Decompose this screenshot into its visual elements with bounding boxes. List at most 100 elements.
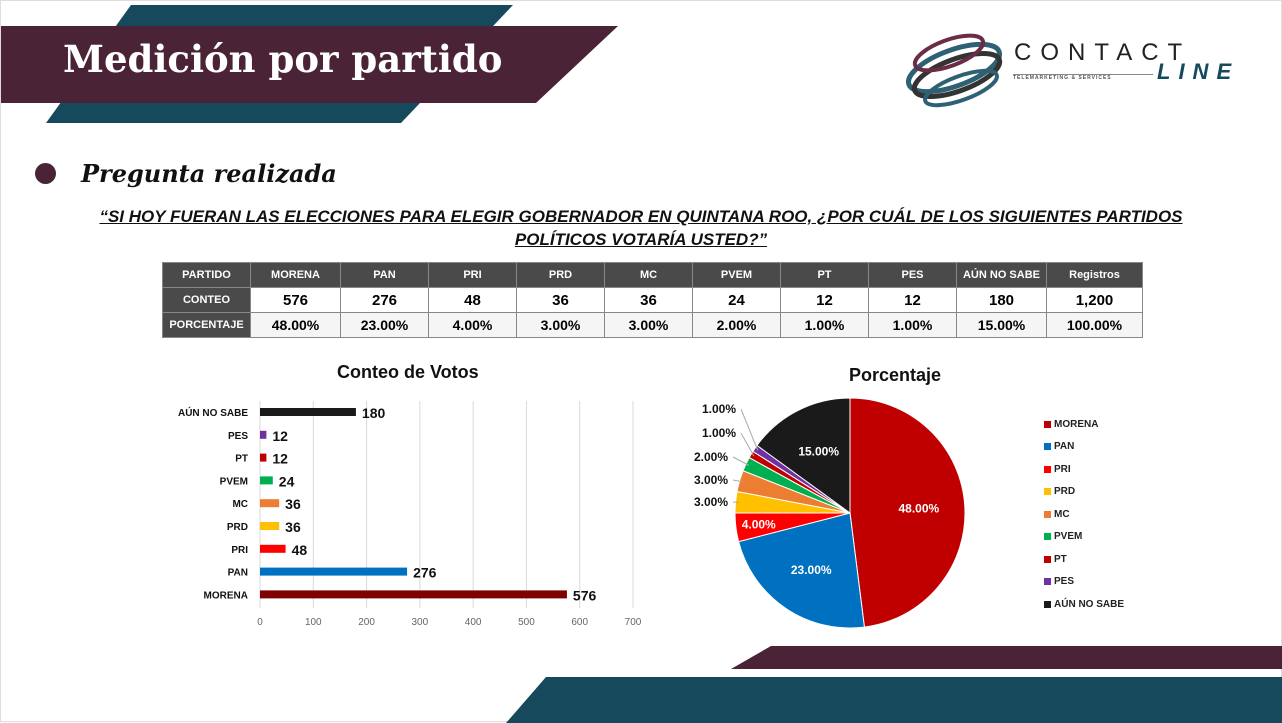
bar-pri: [260, 544, 286, 553]
leader-line: [740, 432, 755, 457]
table-row: CONTEO 576 276 48 36 36 24 12 12 180 1,200: [162, 287, 1143, 313]
legend-label: PRD: [1054, 486, 1076, 498]
legend-label: PVEM: [1054, 531, 1083, 543]
pie-chart-title: Porcentaje: [849, 365, 942, 385]
pie-data-label: 1.00%: [702, 402, 736, 416]
legend-label: PES: [1054, 576, 1075, 588]
column-header: AÚN NO SABE: [956, 262, 1047, 288]
legend-swatch: [1044, 600, 1051, 608]
table-cell: 23.00%: [340, 312, 429, 338]
x-tick-label: 0: [257, 617, 263, 628]
data-label: 576: [573, 587, 597, 603]
logo-brand2: LINE: [1157, 59, 1240, 84]
table-row: PORCENTAJE 48.00% 23.00% 4.00% 3.00% 3.00% 2.0…: [162, 312, 1143, 338]
legend-swatch: [1044, 555, 1051, 563]
globe-logo-icon: [905, 33, 1003, 108]
contact-line-logo: CONTACT LINE TELEMARKETING & SERVICES: [899, 23, 1239, 115]
data-label: 36: [285, 496, 301, 512]
pie-data-label: 1.00%: [702, 426, 736, 440]
logo-tagline: TELEMARKETING & SERVICES: [1013, 74, 1153, 81]
data-label: 276: [413, 565, 437, 581]
legend-item: AÚN NO SABE: [1044, 593, 1124, 616]
pie-data-label: 2.00%: [694, 450, 728, 464]
legend-item: PRD: [1044, 481, 1124, 504]
bar-mc: [260, 499, 280, 508]
pie-slice-pan: [738, 512, 865, 629]
table-cell: 4.00%: [428, 312, 517, 338]
legend-label: MORENA: [1054, 418, 1099, 430]
legend-swatch: [1044, 578, 1051, 586]
legend-item: PT: [1044, 548, 1124, 571]
x-tick-label: 600: [571, 617, 588, 628]
row-label: CONTEO: [162, 287, 251, 313]
table-cell: 276: [340, 287, 429, 313]
bar-pt: [260, 453, 267, 462]
legend-item: MORENA: [1044, 413, 1124, 436]
bar-pes: [260, 430, 267, 439]
table-cell: 12: [868, 287, 957, 313]
row-label: PORCENTAJE: [162, 312, 251, 338]
table-cell: 1.00%: [780, 312, 869, 338]
legend-swatch: [1044, 533, 1051, 541]
column-header: PAN: [340, 262, 429, 288]
table-cell: 1.00%: [868, 312, 957, 338]
data-label: 12: [272, 451, 288, 467]
column-header: PRI: [428, 262, 517, 288]
table-header-row: PARTIDO MORENA PAN PRI PRD MC PVEM PT PES AÚN NO …: [162, 262, 1143, 288]
x-tick-label: 200: [358, 617, 375, 628]
x-tick-label: 100: [305, 617, 322, 628]
y-tick-label: PT: [235, 454, 248, 465]
data-label: 24: [279, 473, 295, 489]
y-tick-label: PAN: [228, 568, 248, 579]
table-cell: 15.00%: [956, 312, 1047, 338]
legend-item: PAN: [1044, 436, 1124, 459]
legend-swatch: [1044, 420, 1051, 428]
legend-swatch: [1044, 443, 1051, 451]
page-title: Medición por partido: [63, 37, 503, 81]
data-label: 12: [272, 428, 288, 444]
section-heading: Pregunta realizada: [81, 159, 337, 188]
table-cell: 180: [956, 287, 1047, 313]
survey-question: “SI HOY FUERAN LAS ELECCIONES PARA ELEGI…: [99, 207, 1183, 249]
legend-swatch: [1044, 465, 1051, 473]
data-label: 36: [285, 519, 301, 535]
pie-chart: 48.00% 23.00% 4.00% 3.00% 3.00% 2.00% 1.00% 1.0…: [694, 397, 966, 629]
legend-item: PES: [1044, 571, 1124, 594]
bullet-icon: [35, 163, 56, 184]
legend-item: MC: [1044, 503, 1124, 526]
data-label: 180: [362, 405, 386, 421]
y-tick-label: PVEM: [220, 476, 248, 487]
column-header: MC: [604, 262, 693, 288]
column-header: PARTIDO: [162, 262, 251, 288]
leader-line: [732, 501, 739, 504]
table-cell: 48.00%: [250, 312, 341, 338]
table-cell: 2.00%: [692, 312, 781, 338]
pie-slice-aún-no-sabe: [756, 397, 851, 514]
table-cell: 48: [428, 287, 517, 313]
x-tick-label: 700: [625, 617, 642, 628]
table-cell: 100.00%: [1046, 312, 1143, 338]
legend-label: PT: [1054, 553, 1067, 565]
pie-data-label: 48.00%: [899, 502, 940, 516]
table-cell: 12: [780, 287, 869, 313]
bar-pvem: [260, 476, 273, 485]
column-header: PES: [868, 262, 957, 288]
pie-data-label: 23.00%: [791, 563, 832, 577]
pie-data-label: 15.00%: [798, 445, 839, 459]
leader-line: [740, 408, 759, 451]
logo-brand: CONTACT: [1014, 39, 1192, 66]
column-header: MORENA: [250, 262, 341, 288]
legend-swatch: [1044, 488, 1051, 496]
table-cell: 576: [250, 287, 341, 313]
x-tick-label: 400: [465, 617, 482, 628]
y-tick-label: PRD: [227, 522, 248, 533]
legend-label: PRI: [1054, 463, 1071, 475]
column-header: Registros: [1046, 262, 1143, 288]
y-tick-label: PRI: [231, 545, 248, 556]
pie-data-label: 3.00%: [694, 473, 728, 487]
column-header: PT: [780, 262, 869, 288]
data-label: 48: [292, 542, 308, 558]
pie-data-label: 3.00%: [694, 495, 728, 509]
results-table: PARTIDO MORENA PAN PRI PRD MC PVEM PT PES AÚN NO …: [162, 262, 1143, 338]
